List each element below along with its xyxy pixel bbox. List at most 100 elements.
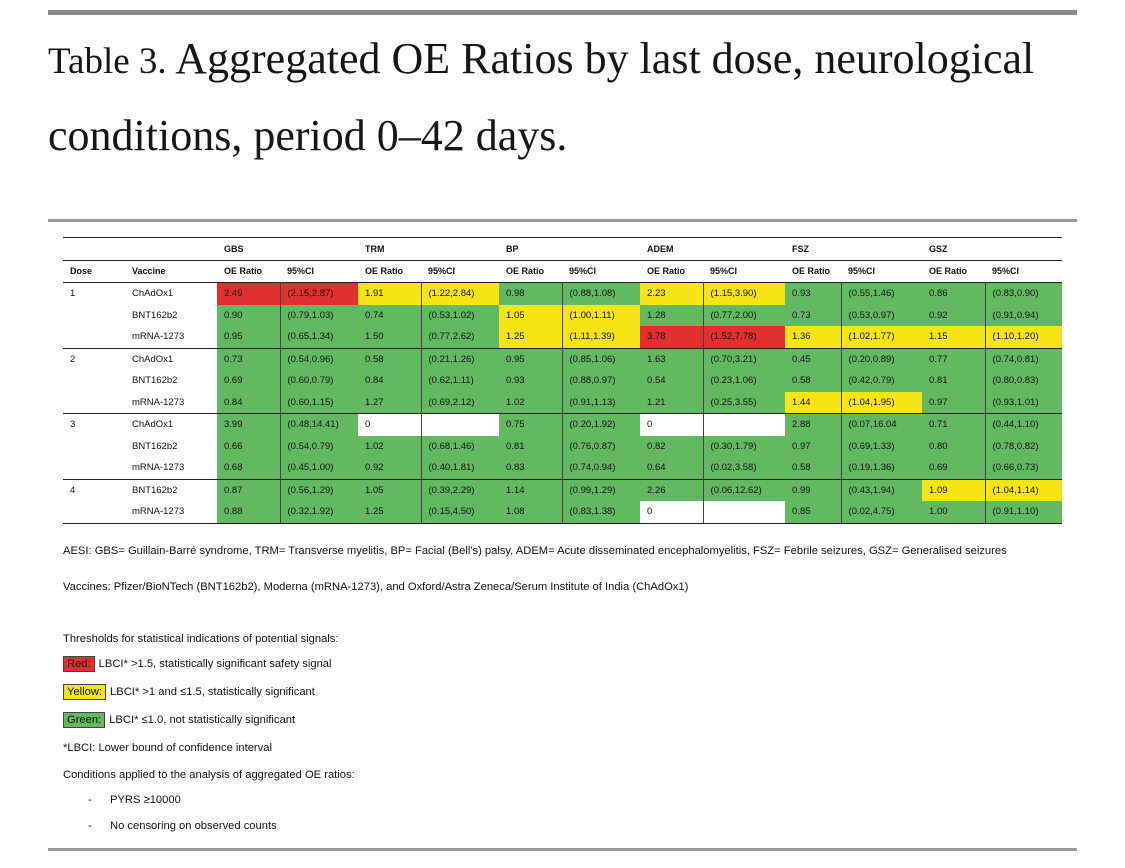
ci-cell: (0.68,1.46) [421,435,500,457]
oe-ratio-cell: 0.86 [922,282,986,305]
ci-cell: (0.45,1.00) [280,457,359,479]
ci-cell: (1.02,1.77) [841,326,923,348]
column-header: 95%CI [280,259,359,283]
ci-cell: (0.48,14.41) [280,413,359,436]
oe-ratio-cell: 0.84 [217,391,281,414]
vaccines-note: Vaccines: Pfizer/BioNTech (BNT162b2), Mo… [63,581,689,593]
oe-ratio-table: GBS TRM BP ADEM FSZ GSZ Dose Vaccine OE Ratio 95… [63,237,1063,524]
ci-cell: (0.19,1.36) [841,457,923,479]
ci-cell [421,413,500,436]
legend-green: Green: LBCI* ≤1.0, not statistically sign… [63,712,295,728]
oe-ratio-cell: 0.66 [217,435,281,457]
oe-ratio-cell: 0.84 [358,370,422,392]
ci-cell: (1.04,1.95) [841,391,923,414]
condition-text: PYRS ≥10000 [110,794,181,806]
dose-cell [63,305,125,327]
condition-text: No censoring on observed counts [110,820,277,832]
oe-ratio-cell: 0.97 [785,435,842,457]
ci-cell: (0.15,4.50) [421,501,500,524]
oe-ratio-cell: 1.14 [499,478,563,501]
oe-ratio-cell: 0.73 [217,347,281,370]
ci-cell: (0.55,1.46) [841,282,923,305]
dose-cell: 3 [63,413,125,436]
oe-ratio-cell: 0.74 [358,304,422,326]
oe-ratio-cell: 0.69 [217,370,281,392]
vaccine-cell: mRNA-1273 [132,462,185,474]
ci-cell: (0.80,0.83) [985,370,1063,392]
oe-ratio-cell: 2.49 [217,282,281,305]
ci-cell: (0.62,1.11) [421,370,500,392]
ci-cell: (1.04,1.14) [985,478,1063,501]
legend-green-text: LBCI* ≤1.0, not statistically significan… [109,714,296,726]
oe-ratio-cell: 0.81 [922,370,986,392]
oe-ratio-cell: 0.92 [922,304,986,326]
table-caption: Aggregated OE Ratios by last dose, neuro… [48,34,1035,160]
vaccine-cell: mRNA-1273 [132,331,185,343]
vaccine-cell: ChAdOx1 [125,282,217,305]
oe-ratio-cell: 1.44 [785,391,842,414]
dose-cell [63,436,125,458]
oe-ratio-cell: 0.82 [640,435,704,457]
vaccine-cell: BNT162b2 [132,440,178,452]
oe-ratio-cell: 0 [358,413,422,436]
oe-ratio-cell: 0.88 [217,501,281,524]
table-row: mRNA-1273 0.68 (0.45,1.00) 0.92 (0.40,1.81) 0… [63,457,1063,479]
ci-cell: (1.22,2.84) [421,282,500,305]
ci-cell: (0.39,2.29) [421,478,500,501]
oe-ratio-cell: 0.87 [217,478,281,501]
ci-cell: (0.40,1.81) [421,457,500,479]
top-rule [48,10,1077,15]
column-header: OE Ratio [217,259,280,283]
ci-cell: (0.69,1.33) [841,435,923,457]
oe-ratio-cell: 1.28 [640,304,704,326]
dose-cell [63,326,125,348]
ci-cell: (0.07,16.04 [841,413,923,436]
oe-ratio-cell: 0.69 [922,457,986,479]
ci-cell: (0.78,0.82) [985,435,1063,457]
oe-ratio-cell: 0.90 [217,304,281,326]
ci-cell: (0.23,1.06) [703,370,786,392]
ci-cell: (0.42,0.79) [841,370,923,392]
table-body: 1 ChAdOx1 2.49 (2.15,2.87) 1.91 (1.22,2.84) 0.… [63,282,1063,524]
ci-cell: (0.53,1.02) [421,304,500,326]
vaccine-cell: mRNA-1273 [132,396,185,408]
oe-ratio-cell: 0 [640,501,704,524]
column-header: OE Ratio [499,259,563,283]
oe-ratio-cell: 1.36 [785,326,842,348]
ci-cell: (1.10,1.20) [985,326,1063,348]
ci-cell: (0.77,2.62) [421,326,500,348]
ci-cell: (0.91,1.10) [985,501,1063,524]
table-row: BNT162b2 0.90 (0.79,1.03) 0.74 (0.53,1.02) 1.… [63,304,1063,327]
oe-ratio-cell: 0.98 [499,282,563,305]
header-spacer [63,237,217,260]
ci-cell: (0.02,3.58) [703,457,786,479]
ci-cell: (2.15,2.87) [280,282,359,305]
table-row: 1 ChAdOx1 2.49 (2.15,2.87) 1.91 (1.22,2.84) 0.… [63,282,1063,305]
vaccine-cell: BNT162b2 [132,309,178,321]
ci-cell: (0.83,0.90) [985,282,1063,305]
oe-ratio-cell: 0.58 [785,457,842,479]
ci-cell [703,501,786,524]
oe-ratio-cell: 3.78 [640,326,704,348]
ci-cell: (0.88,1.08) [562,282,641,305]
oe-ratio-cell: 1.91 [358,282,422,305]
aesi-header: TRM [358,237,500,260]
oe-ratio-cell: 0.95 [217,326,281,348]
ci-cell: (0.60,1.15) [280,391,359,414]
oe-ratio-cell: 0.73 [785,304,842,326]
oe-ratio-cell: 2.88 [785,413,842,436]
aesi-header: GBS [217,237,359,260]
ci-cell: (0.93,1.01) [985,391,1063,414]
oe-ratio-cell: 1.25 [499,326,563,348]
aesi-header: ADEM [640,237,786,260]
ci-cell: (0.53,0.97) [841,304,923,326]
oe-ratio-cell: 0.45 [785,347,842,370]
oe-ratio-cell: 0.75 [499,413,563,436]
ci-cell: (0.54,0.79) [280,435,359,457]
column-header-row: Dose Vaccine OE Ratio 95%CI OE Ratio 95%CI OE … [63,259,1063,283]
page-title: Table 3. Aggregated OE Ratios by last do… [48,22,1088,173]
dose-cell [63,501,125,524]
ci-cell: (0.85,1.06) [562,347,641,370]
column-header: OE Ratio [922,259,986,283]
ci-cell: (0.69,2.12) [421,391,500,414]
